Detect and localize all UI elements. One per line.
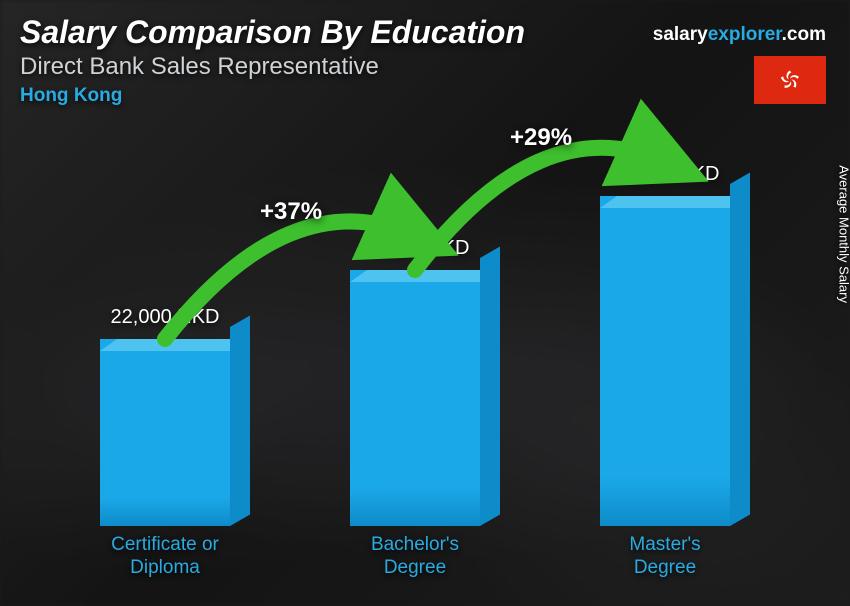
bar-group: 38,800 HKD: [540, 163, 790, 526]
bar-3d: [600, 196, 730, 526]
x-axis-label: Bachelor'sDegree: [290, 534, 540, 580]
brand-prefix: salary: [653, 24, 708, 45]
bar-chart: 22,000 HKD 30,100 HKD 38,800 HKD Certifi…: [40, 130, 790, 580]
bar-value-label: 30,100 HKD: [361, 237, 470, 260]
content-container: Salary Comparison By Education Direct Ba…: [0, 0, 850, 606]
growth-percent-label: +29%: [510, 124, 572, 152]
y-axis-label: Average Monthly Salary: [837, 165, 850, 303]
brand-mid: explorer: [708, 24, 782, 45]
bar-3d: [100, 339, 230, 526]
bar-3d: [350, 270, 480, 526]
location-label: Hong Kong: [20, 85, 830, 107]
x-axis-labels: Certificate orDiplomaBachelor'sDegreeMas…: [40, 534, 790, 580]
x-axis-label: Certificate orDiploma: [40, 534, 290, 580]
growth-percent-label: +37%: [260, 198, 322, 226]
header: Salary Comparison By Education Direct Ba…: [20, 14, 830, 107]
brand-suffix: .com: [782, 24, 826, 45]
bar-group: 30,100 HKD: [290, 237, 540, 526]
hong-kong-flag-icon: [754, 56, 826, 104]
bar-group: 22,000 HKD: [40, 306, 290, 526]
x-axis-label: Master'sDegree: [540, 534, 790, 580]
bar-value-label: 22,000 HKD: [111, 306, 220, 329]
bar-value-label: 38,800 HKD: [611, 163, 720, 186]
page-subtitle: Direct Bank Sales Representative: [20, 53, 830, 81]
bars-area: 22,000 HKD 30,100 HKD 38,800 HKD: [40, 130, 790, 526]
brand-logo: salaryexplorer.com: [653, 24, 826, 46]
